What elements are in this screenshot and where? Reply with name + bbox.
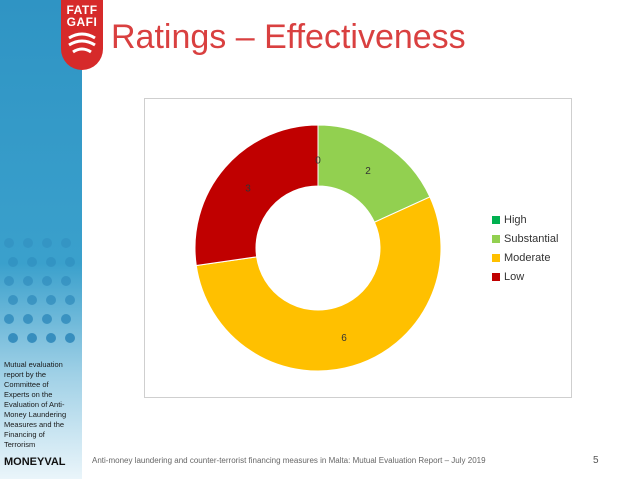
chart-frame: 0 2 6 3 bbox=[144, 98, 572, 398]
decorative-dot bbox=[8, 257, 18, 267]
legend-swatch bbox=[492, 234, 500, 243]
decorative-dots bbox=[4, 238, 80, 358]
decorative-dot bbox=[61, 238, 71, 248]
decorative-dot bbox=[23, 238, 33, 248]
sidebar-band bbox=[0, 0, 82, 479]
legend-swatch bbox=[492, 253, 500, 262]
decorative-dot bbox=[65, 257, 75, 267]
decorative-dot bbox=[46, 333, 56, 343]
decorative-dot bbox=[46, 257, 56, 267]
decorative-dot bbox=[23, 314, 33, 324]
decorative-dot bbox=[65, 333, 75, 343]
data-label-high: 0 bbox=[315, 156, 321, 167]
decorative-dot bbox=[61, 276, 71, 286]
decorative-dot bbox=[42, 238, 52, 248]
sidebar-description: Mutual evaluation report by the Committe… bbox=[4, 360, 67, 449]
decorative-dot bbox=[42, 314, 52, 324]
chart-legend: High Substantial Moderate Low bbox=[492, 210, 558, 286]
legend-item-moderate: Moderate bbox=[492, 248, 558, 267]
data-label-substantial: 2 bbox=[365, 166, 371, 177]
moneyval-brand: MONEYVAL bbox=[4, 456, 66, 468]
donut-slice-moderate bbox=[195, 196, 442, 372]
donut-slice-substantial bbox=[317, 124, 431, 223]
data-label-low: 3 bbox=[245, 183, 251, 194]
decorative-dot bbox=[61, 314, 71, 324]
legend-item-low: Low bbox=[492, 267, 558, 286]
decorative-dot bbox=[23, 276, 33, 286]
donut-chart: 0 2 6 3 bbox=[194, 124, 442, 372]
legend-item-high: High bbox=[492, 210, 558, 229]
decorative-dot bbox=[65, 295, 75, 305]
page-number: 5 bbox=[593, 455, 599, 466]
legend-label: Substantial bbox=[504, 232, 559, 245]
logo-text-gafi: GAFI bbox=[66, 15, 98, 29]
legend-label: Low bbox=[504, 270, 525, 283]
legend-label: Moderate bbox=[504, 251, 551, 264]
decorative-dot bbox=[4, 314, 14, 324]
decorative-dot bbox=[8, 333, 18, 343]
slide-title: Ratings – Effectiveness bbox=[111, 18, 466, 56]
decorative-dot bbox=[27, 295, 37, 305]
fatf-gafi-logo: FATF GAFI bbox=[61, 0, 103, 70]
legend-item-substantial: Substantial bbox=[492, 229, 558, 248]
decorative-dot bbox=[27, 333, 37, 343]
legend-label: High bbox=[504, 213, 527, 226]
decorative-dot bbox=[42, 276, 52, 286]
legend-swatch bbox=[492, 272, 500, 281]
decorative-dot bbox=[4, 238, 14, 248]
logo-text-fatf: FATF bbox=[66, 3, 98, 17]
decorative-dot bbox=[27, 257, 37, 267]
decorative-dot bbox=[8, 295, 18, 305]
decorative-dot bbox=[4, 276, 14, 286]
legend-swatch bbox=[492, 215, 500, 224]
donut-slice-low bbox=[194, 124, 319, 267]
data-label-moderate: 6 bbox=[341, 333, 347, 344]
logo-emblem-icon bbox=[68, 32, 96, 54]
footer-text: Anti-money laundering and counter-terror… bbox=[92, 456, 486, 465]
decorative-dot bbox=[46, 295, 56, 305]
